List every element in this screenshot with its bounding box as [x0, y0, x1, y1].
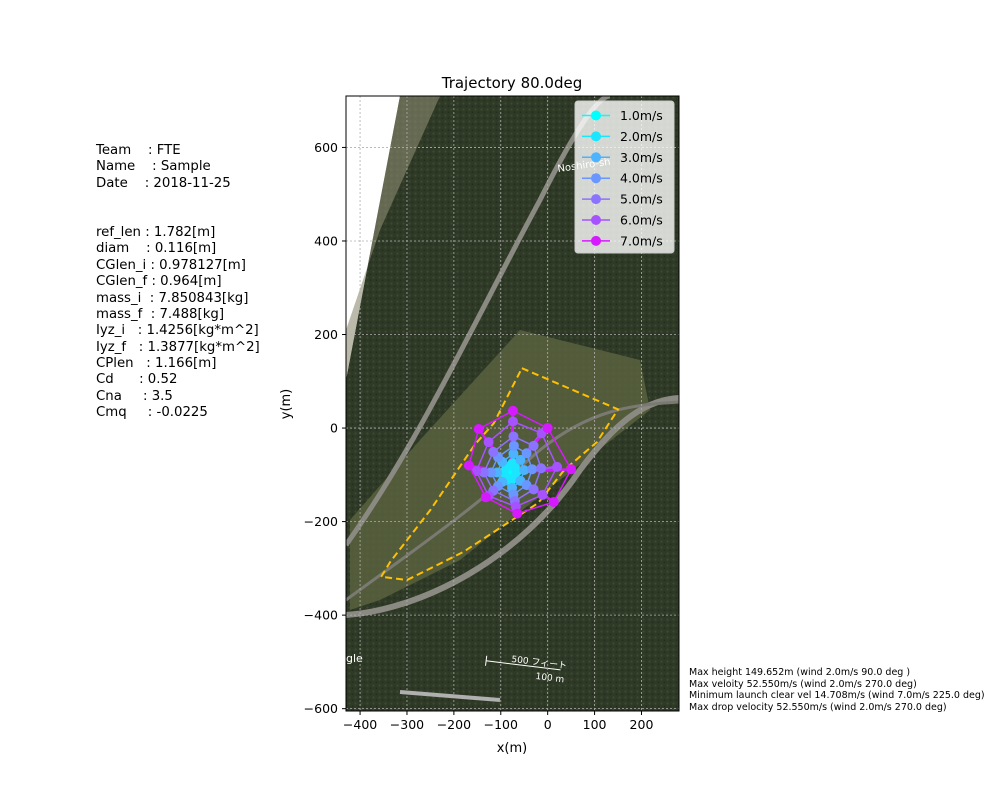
info-line: diam : 0.116[m]	[96, 241, 217, 257]
info-line: CGlen_f : 0.964[m]	[96, 274, 222, 290]
x-axis: −400 −300 −200 −100 0 100 200	[343, 711, 654, 732]
y-axis: −600 −400 −200 0 200 400 600	[304, 140, 346, 716]
data-point	[507, 416, 518, 427]
legend-marker	[591, 235, 601, 246]
data-point	[512, 508, 523, 519]
data-point	[515, 454, 526, 465]
y-tick-label: 600	[314, 140, 338, 155]
data-point	[508, 431, 519, 442]
data-point	[508, 448, 519, 459]
info-line: Team : FTE	[96, 143, 181, 158]
rocket-parameters-panel: Team : FTE Name : Sample Date : 2018-11-25…	[96, 143, 260, 422]
plot-frame	[345, 95, 680, 712]
info-line: ref_len : 1.782[m]	[96, 224, 216, 240]
info-line: Cna : 3.5	[96, 388, 173, 404]
data-point	[480, 492, 491, 503]
data-point	[528, 484, 539, 495]
data-point	[483, 437, 494, 448]
data-point	[542, 423, 553, 434]
flight-stats-panel: Max height 149.652m (wind 2.0m/s 90.0 de…	[689, 667, 985, 713]
y-tick-label: −400	[304, 608, 338, 623]
legend-label: 6.0m/s	[620, 213, 663, 228]
legend-label: 3.0m/s	[620, 150, 663, 165]
scale-label-bottom: 100 m	[535, 672, 565, 685]
stats-line: Max drop velocity 52.550m/s (wind 2.0m/s…	[689, 701, 947, 713]
legend-marker	[591, 173, 601, 184]
info-line: CPlen : 1.166[m]	[96, 356, 217, 372]
legend-marker	[591, 194, 601, 205]
x-tick-label: 0	[544, 717, 552, 732]
y-tick-label: 200	[314, 327, 338, 342]
data-point	[527, 464, 538, 475]
data-point	[508, 440, 519, 451]
data-point	[463, 460, 474, 471]
x-tick-label: 100	[583, 717, 607, 732]
legend-label: 7.0m/s	[620, 233, 663, 248]
series-layer	[463, 405, 577, 519]
legend-marker	[591, 110, 601, 121]
legend: 1.0m/s 2.0m/s 3.0m/s 4.0m/s 5.0m/s 6.0m/s 7.0m…	[574, 100, 675, 254]
info-line: Cmq : -0.0225	[96, 405, 208, 421]
y-tick-label: −600	[304, 701, 338, 716]
x-tick-label: 200	[630, 717, 654, 732]
x-tick-label: −100	[484, 717, 518, 732]
stats-line: Minimum launch clear vel 14.708m/s (wind…	[689, 690, 985, 701]
legend-label: 5.0m/s	[620, 192, 663, 207]
stats-line: Max height 149.652m (wind 2.0m/s 90.0 de…	[689, 667, 911, 678]
info-line: Date : 2018-11-25	[96, 175, 231, 191]
stats-line: Max veloity 52.550m/s (wind 2.0m/s 270.0…	[689, 678, 917, 690]
data-point	[507, 405, 518, 416]
legend-marker	[591, 152, 601, 163]
chart-title: Trajectory 80.0deg	[441, 74, 583, 92]
legend-marker	[591, 215, 601, 225]
legend-label: 4.0m/s	[620, 171, 663, 186]
road	[346, 395, 679, 618]
info-line: Iyz_i : 1.4256[kg*m^2]	[96, 323, 259, 339]
series-7.0m/s	[463, 405, 577, 519]
y-axis-label: y(m)	[279, 389, 294, 420]
y-tick-label: −200	[304, 514, 338, 529]
data-point	[548, 496, 559, 507]
data-point	[566, 464, 577, 475]
landing-boundary	[379, 367, 620, 582]
data-point	[552, 461, 563, 472]
info-line: mass_i : 7.850843[kg]	[96, 290, 249, 306]
runway	[399, 690, 501, 702]
data-point	[478, 467, 489, 478]
series-5.0m/s	[478, 431, 547, 507]
legend-marker	[591, 131, 601, 142]
info-line: Name : Sample	[96, 159, 211, 175]
info-line: mass_f : 7.488[kg]	[96, 306, 225, 322]
data-point	[473, 423, 484, 434]
data-point	[488, 446, 499, 457]
info-line: Iyz_f : 1.3877[kg*m^2]	[96, 339, 260, 355]
data-point	[536, 463, 547, 474]
info-line: CGlen_i : 0.978127[m]	[96, 257, 246, 273]
data-point	[519, 465, 530, 476]
legend-label: 2.0m/s	[620, 129, 663, 144]
y-tick-label: 400	[314, 233, 338, 248]
beach-strip	[346, 96, 440, 380]
data-point	[521, 448, 532, 459]
y-tick-label: 0	[330, 421, 338, 436]
x-tick-label: −400	[343, 717, 377, 732]
road	[346, 400, 679, 602]
x-tick-label: −300	[390, 717, 424, 732]
x-axis-label: x(m)	[497, 741, 528, 756]
x-tick-label: −200	[437, 717, 471, 732]
data-point	[485, 467, 496, 478]
data-point	[537, 489, 548, 500]
map-attribution: gle	[346, 652, 363, 665]
legend-label: 1.0m/s	[620, 108, 663, 123]
info-line: Cd : 0.52	[96, 372, 178, 388]
data-point	[528, 440, 539, 451]
